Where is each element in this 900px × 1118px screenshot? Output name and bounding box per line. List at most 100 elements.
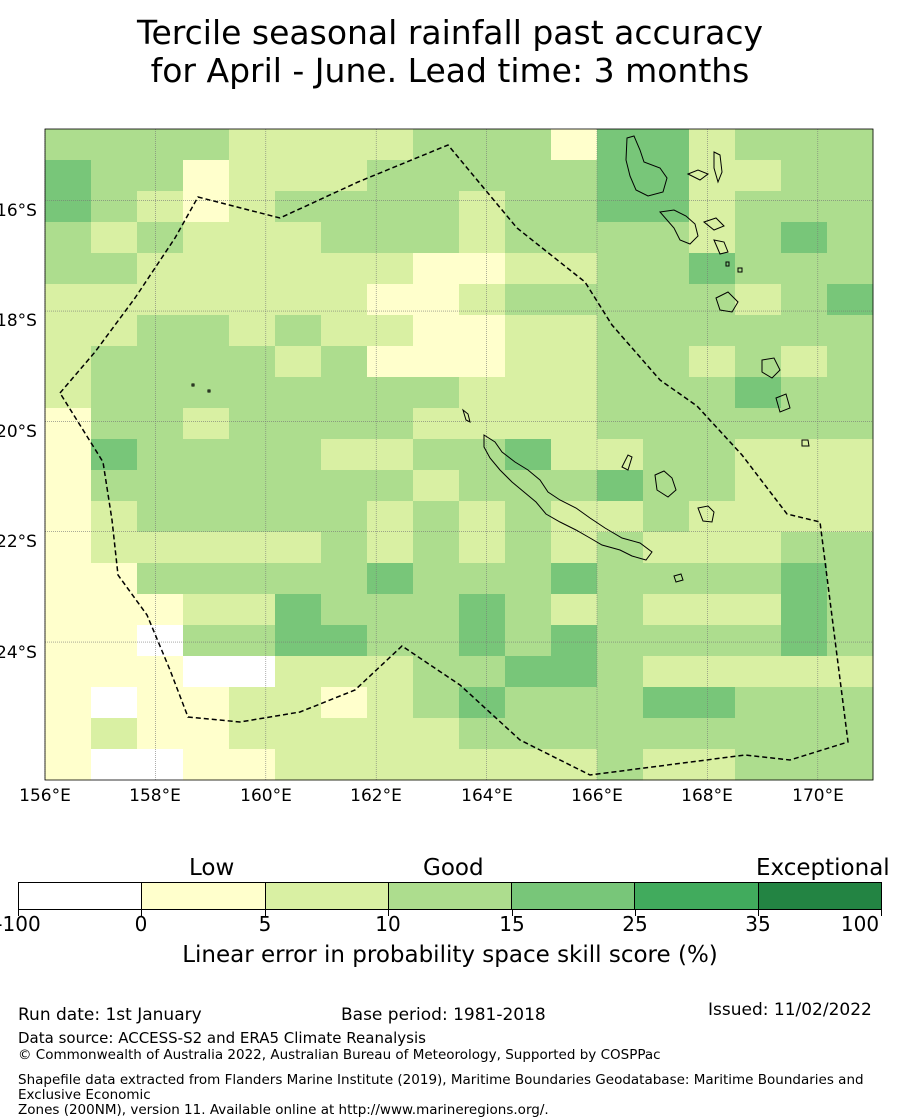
grid-cell: [229, 129, 276, 161]
grid-cell: [229, 439, 276, 471]
colorbar-label: Linear error in probability space skill …: [182, 942, 718, 968]
grid-cell: [459, 687, 506, 719]
grid-cell: [551, 718, 598, 750]
grid-cell: [229, 501, 276, 533]
copyright: © Commonwealth of Australia 2022, Austra…: [18, 1047, 661, 1063]
x-tick: 164°E: [461, 786, 513, 806]
grid-cell: [367, 687, 414, 719]
grid-cell: [781, 594, 828, 626]
grid-cell: [45, 160, 92, 192]
grid-cell: [367, 408, 414, 440]
vanuatu-malekula: [659, 209, 699, 245]
grid-cell: [91, 346, 138, 378]
grid-cell: [643, 191, 690, 223]
grid-cell: [597, 656, 644, 688]
grid-cell: [597, 749, 644, 781]
grid-cell: [827, 284, 874, 316]
grid-cell: [183, 191, 230, 223]
grid-cell: [321, 501, 368, 533]
grid-cell: [781, 377, 828, 409]
grid-cell: [91, 718, 138, 750]
shapefile-credit-line-2: Zones (200NM), version 11. Available onl…: [18, 1102, 549, 1118]
grid-cell: [689, 656, 736, 688]
grid-cell: [137, 439, 184, 471]
grid-cell: [137, 253, 184, 285]
grid-cell: [459, 439, 506, 471]
grid-cell: [321, 749, 368, 781]
grid-cell: [689, 532, 736, 564]
grid-cell: [367, 656, 414, 688]
grid-cell: [459, 129, 506, 161]
colorbar-tick-label: 100: [840, 912, 880, 936]
grid-cell: [321, 594, 368, 626]
grid-cell: [367, 346, 414, 378]
grid-cell: [275, 594, 322, 626]
grid-cell: [551, 563, 598, 595]
grid-cell: [413, 656, 460, 688]
grid-cell: [137, 749, 184, 781]
grid-cell: [459, 501, 506, 533]
grid-cell: [459, 315, 506, 347]
grid-cell: [137, 563, 184, 595]
grid-cell: [827, 687, 874, 719]
grid-cell: [367, 377, 414, 409]
grid-cell: [735, 315, 782, 347]
grid-cell: [689, 470, 736, 502]
grid-cell: [505, 160, 552, 192]
grid-cell: [735, 160, 782, 192]
grid-cell: [367, 563, 414, 595]
grid-cell: [505, 563, 552, 595]
grid-cell: [781, 222, 828, 254]
grid-cell: [459, 470, 506, 502]
grid-cell: [413, 284, 460, 316]
grid-cell: [597, 687, 644, 719]
grid-cell: [735, 687, 782, 719]
grid-cell: [367, 532, 414, 564]
grid-cell: [689, 129, 736, 161]
grid-cell: [505, 718, 552, 750]
grid-cell: [137, 160, 184, 192]
grid-cell: [321, 284, 368, 316]
grid-cell: [781, 687, 828, 719]
grid-cell: [229, 594, 276, 626]
grid-cell: [597, 129, 644, 161]
grid-cell: [459, 532, 506, 564]
grid-cell: [827, 315, 874, 347]
grid-cell: [597, 408, 644, 440]
grid-cell: [827, 129, 874, 161]
grid-cell: [137, 377, 184, 409]
grid-cell: [183, 594, 230, 626]
grid-cell: [229, 160, 276, 192]
grid-cell: [459, 191, 506, 223]
grid-cell: [137, 284, 184, 316]
grid-cell: [781, 563, 828, 595]
grid-cell: [459, 377, 506, 409]
grid-cell: [45, 563, 92, 595]
grid-cell: [459, 222, 506, 254]
eez-boundary: [59, 144, 849, 776]
vanuatu-aneityum: [801, 439, 810, 447]
grid-cell: [689, 284, 736, 316]
grid-cell: [321, 563, 368, 595]
grid-cell: [229, 718, 276, 750]
grid-cell: [781, 501, 828, 533]
grid-cell: [91, 253, 138, 285]
grid-cell: [367, 749, 414, 781]
grid-cell: [781, 532, 828, 564]
grid-cell: [45, 377, 92, 409]
grid-cell: [321, 129, 368, 161]
grid-cell: [505, 129, 552, 161]
grid-cell: [91, 501, 138, 533]
grid-cell: [413, 439, 460, 471]
grid-cell: [643, 315, 690, 347]
grid-cell: [367, 191, 414, 223]
grid-cell: [505, 315, 552, 347]
x-tick: 160°E: [240, 786, 292, 806]
grid-cell: [643, 563, 690, 595]
grid-cell: [827, 501, 874, 533]
grid-cell: [735, 222, 782, 254]
grid-cell: [827, 408, 874, 440]
grid-cell: [229, 315, 276, 347]
grid-cell: [689, 563, 736, 595]
legend-category-exceptional: Exceptional: [756, 855, 890, 881]
